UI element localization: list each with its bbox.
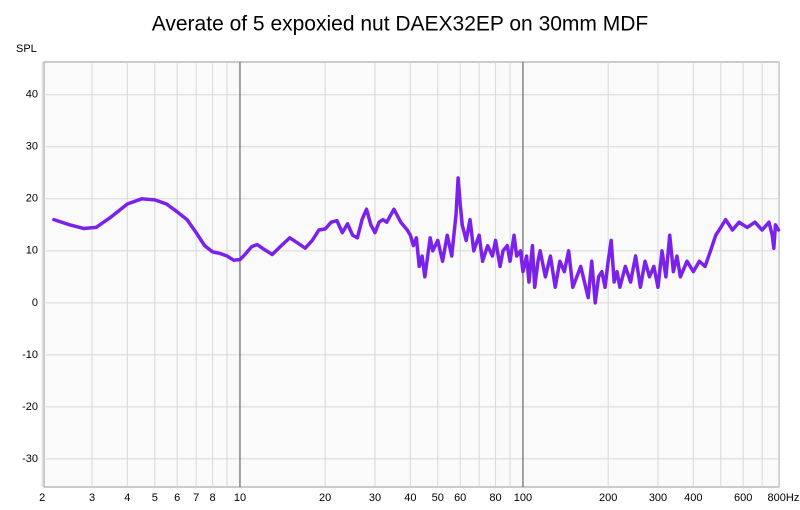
x-tick-label: 20 (319, 492, 331, 504)
x-tick-label: 80 (489, 492, 501, 504)
y-tick-label: 30 (26, 141, 38, 153)
y-tick-label: -30 (22, 453, 38, 465)
y-axis-label: SPL (16, 43, 37, 55)
x-tick-label: 4 (124, 492, 130, 504)
x-tick-label: 3 (89, 492, 95, 504)
plot-area (43, 61, 780, 488)
x-tick-label: 60 (454, 492, 466, 504)
x-tick-label: 300 (649, 492, 667, 504)
x-tick-label: 30 (369, 492, 381, 504)
x-tick-label: 50 (432, 492, 444, 504)
y-tick-label: 40 (26, 89, 38, 101)
response-line (52, 176, 781, 305)
x-tick-label: 100 (514, 492, 532, 504)
y-tick-label: 20 (26, 193, 38, 205)
x-tick-label: 6 (174, 492, 180, 504)
x-tick-label: 40 (404, 492, 416, 504)
x-tick-label: 600 (734, 492, 752, 504)
x-tick-label: 400 (684, 492, 702, 504)
x-tick-label: 8 (209, 492, 215, 504)
x-tick-label: 800Hz (768, 492, 800, 504)
y-tick-label: -10 (22, 349, 38, 361)
x-tick-label: 7 (193, 492, 199, 504)
y-tick-label: 0 (32, 297, 38, 309)
chart-title: Averate of 5 expoxied nut DAEX32EP on 30… (152, 13, 648, 36)
y-tick-label: 10 (26, 245, 38, 257)
x-tick-label: 200 (599, 492, 617, 504)
x-tick-label: 10 (234, 492, 246, 504)
x-tick-label: 2 (39, 492, 45, 504)
x-tick-label: 5 (152, 492, 158, 504)
y-tick-label: -20 (22, 401, 38, 413)
